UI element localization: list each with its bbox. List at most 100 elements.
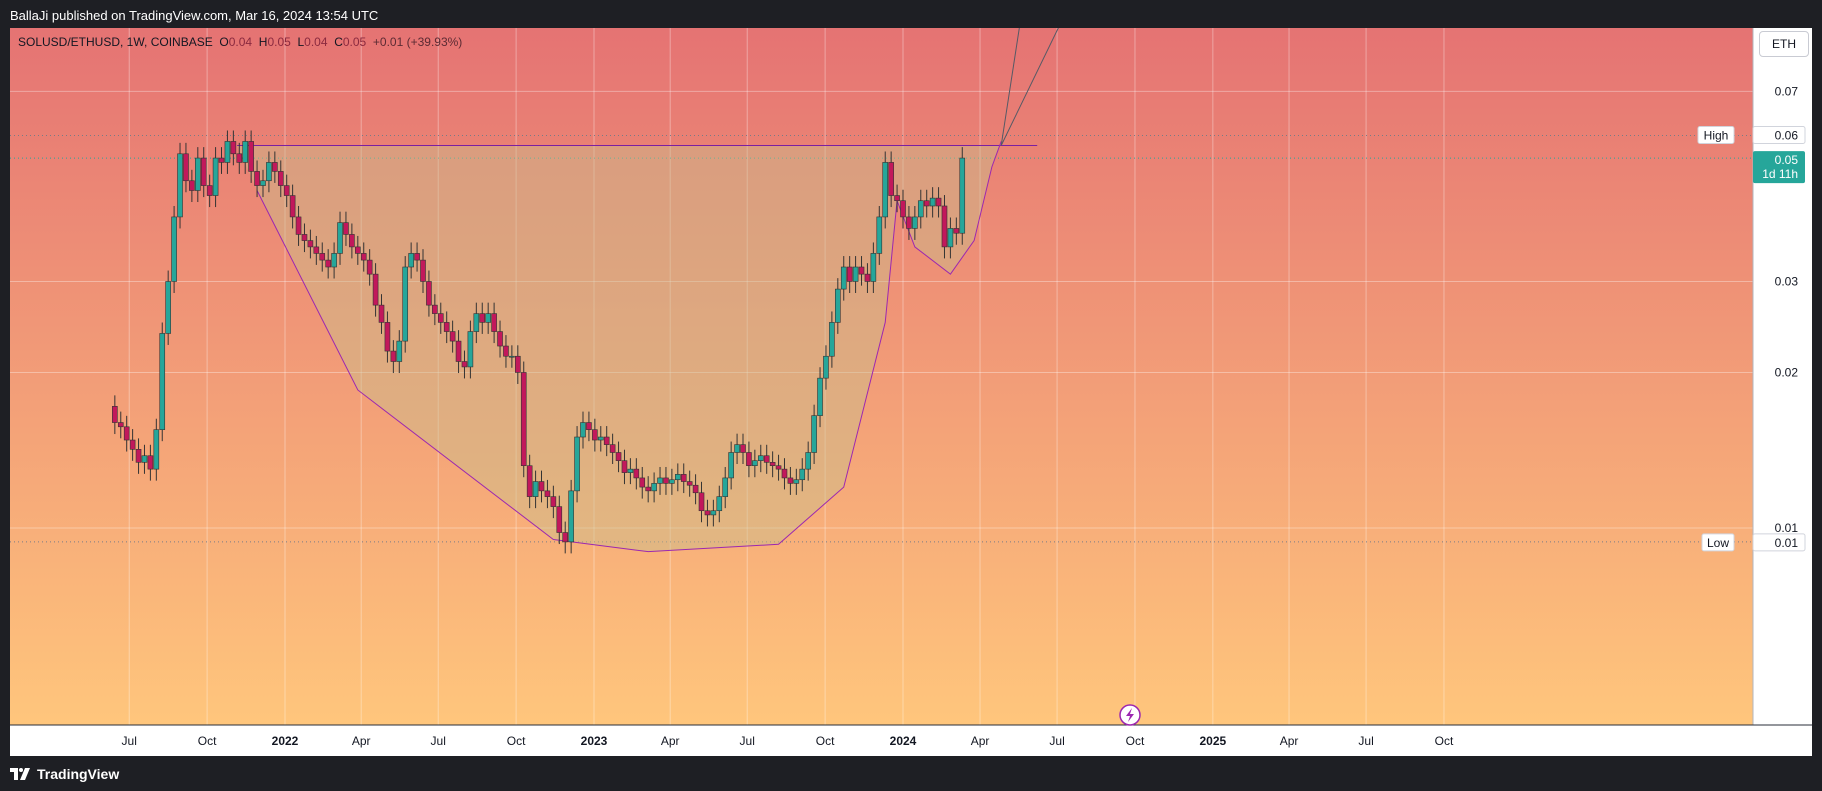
candle-body — [900, 200, 906, 218]
candle-body — [366, 259, 373, 275]
candle-body — [491, 313, 497, 332]
cup-line — [256, 190, 898, 553]
time-tick-label: Apr — [1280, 734, 1299, 748]
target-projection — [1000, 11, 1067, 146]
publish-info: BallaJi published on TradingView.com, Ma… — [10, 8, 379, 23]
chart-container[interactable]: Logarithmic targetLinear target 0.700.55… — [10, 0, 1812, 756]
symbol-info-bar: SOLUSD/ETHUSD, 1W, COINBASE O0.04 H0.05 … — [18, 35, 462, 49]
candle-body — [692, 484, 699, 494]
candle-body — [651, 483, 657, 492]
last-price-value: 0.05 — [1775, 153, 1799, 167]
candle-body — [520, 372, 527, 467]
candle-body — [894, 195, 900, 202]
candle-body — [680, 474, 687, 482]
candle-body — [355, 246, 361, 254]
candle-body — [728, 452, 734, 479]
time-tick-label: Oct — [507, 734, 526, 748]
candle-body — [888, 162, 894, 196]
candle-body — [912, 216, 918, 229]
time-tick-label: 2025 — [1199, 734, 1226, 748]
candle-body — [497, 331, 503, 347]
candle-body — [959, 157, 966, 234]
candle-body — [609, 444, 616, 453]
candle-body — [212, 157, 219, 196]
candle-body — [876, 216, 883, 254]
time-tick-label: Jul — [1049, 734, 1064, 748]
symbol-name[interactable]: SOLUSD/ETHUSD, 1W, COINBASE — [18, 35, 213, 49]
plot-background — [10, 28, 1753, 725]
candle-body — [218, 157, 225, 163]
candle-body — [526, 465, 533, 497]
time-axis[interactable] — [10, 725, 1812, 756]
candle-body — [200, 157, 207, 186]
candle-body — [260, 180, 266, 186]
candle-body — [544, 490, 551, 497]
candle-body — [135, 449, 142, 463]
candle-body — [586, 422, 592, 430]
candle-body — [769, 462, 776, 467]
candle-body — [805, 452, 811, 470]
price-tick-label: 0.02 — [1775, 365, 1799, 379]
candle-body — [123, 426, 130, 441]
candle-body — [171, 216, 177, 282]
candle-body — [141, 455, 148, 463]
candle-body — [437, 313, 444, 323]
candle-body — [556, 506, 563, 533]
candle-body — [343, 222, 349, 235]
candle-body — [461, 361, 468, 368]
price-axis[interactable] — [1753, 28, 1812, 725]
time-tick-label: 2024 — [890, 734, 917, 748]
candle-body — [485, 313, 491, 323]
candle-body — [289, 195, 296, 218]
candle-body — [645, 486, 651, 492]
candle-body — [195, 157, 201, 191]
candle-body — [793, 479, 800, 484]
candle-body — [325, 259, 331, 268]
candle-body — [266, 162, 272, 182]
candle-body — [147, 455, 154, 470]
high-tag — [1697, 126, 1735, 145]
currency-button[interactable]: ETH — [1759, 31, 1809, 57]
candle-body — [710, 510, 717, 516]
candle-body — [627, 468, 634, 473]
candle-body — [823, 355, 829, 379]
time-tick-label: 2023 — [581, 734, 608, 748]
lightning-icon[interactable] — [1119, 704, 1141, 726]
candle-body — [947, 228, 954, 248]
candle-body — [242, 141, 249, 163]
candle-body — [757, 455, 764, 461]
candle-body — [734, 444, 740, 453]
candle-body — [752, 460, 758, 467]
tradingview-logo[interactable]: TradingView — [10, 766, 119, 782]
chart-svg[interactable]: Logarithmic targetLinear target 0.700.55… — [10, 0, 1812, 756]
last-price-badge — [1753, 151, 1805, 184]
high-label: H — [258, 35, 268, 49]
candle-body — [829, 322, 835, 357]
candle-body — [396, 340, 403, 362]
candle-body — [337, 222, 343, 254]
candle-body — [283, 185, 290, 196]
candle-body — [230, 141, 237, 155]
candle-body — [953, 228, 960, 234]
time-tick-label: Apr — [352, 734, 371, 748]
candle-body — [704, 510, 711, 516]
change-value: +0.01 (+39.93%) — [372, 35, 463, 49]
time-tick-label: Apr — [971, 734, 990, 748]
candle-body — [183, 153, 189, 182]
candle-body — [426, 281, 432, 306]
time-tick-label: Oct — [198, 734, 217, 748]
candle-body — [165, 281, 171, 334]
low-badge-value: 0.01 — [1775, 536, 1799, 550]
low-label: L — [297, 35, 305, 49]
publish-header: BallaJi published on TradingView.com, Ma… — [0, 0, 1822, 28]
low-tag — [1701, 533, 1735, 552]
candle-body — [621, 460, 628, 473]
candle-body — [378, 304, 385, 323]
candle-body — [603, 436, 610, 445]
candle-body — [432, 304, 438, 314]
candle-body — [402, 266, 409, 342]
candle-body — [479, 313, 486, 323]
candle-body — [615, 452, 622, 461]
close-value: 0.05 — [342, 35, 367, 49]
candle-body — [835, 288, 841, 323]
